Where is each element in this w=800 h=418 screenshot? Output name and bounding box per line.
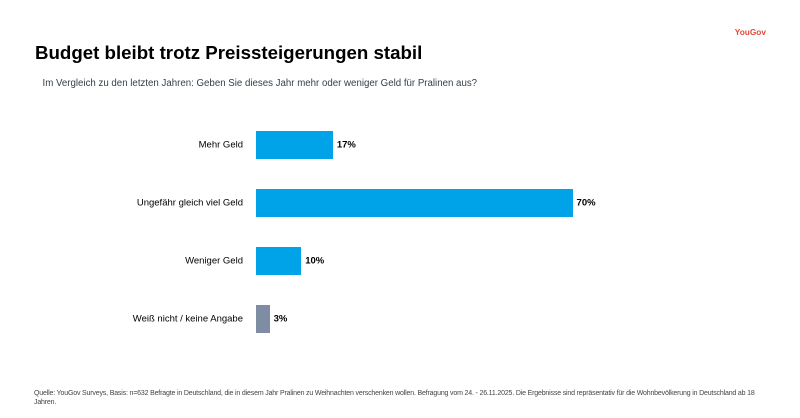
value-label: 10% [305, 255, 325, 267]
category-label: Mehr Geld [198, 139, 243, 150]
chart-row: Mehr Geld 17% [0, 130, 800, 159]
bar-2 [256, 188, 573, 218]
chart-title: Budget bleibt trotz Preissteigerungen st… [35, 42, 423, 64]
source-note: Quelle: YouGov Surveys, Basis: n=632 Bef… [34, 389, 755, 406]
value-label: 17% [336, 139, 356, 150]
chart-row: Weniger Geld 10% [0, 246, 800, 276]
chart-subtitle: Im Vergleich zu den letzten Jahren: Gebe… [42, 78, 478, 89]
value-label: 70% [576, 197, 596, 209]
category-label: Weiß nicht / keine Angabe [132, 313, 243, 325]
bar-1 [256, 130, 333, 159]
category-label: Weniger Geld [185, 255, 243, 267]
yougov-logo: YouGov [734, 27, 766, 38]
value-label: 3% [273, 313, 288, 325]
chart-row: Ungefähr gleich viel Geld 70% [0, 188, 800, 218]
chart-row: Weiß nicht / keine Angabe 3% [0, 304, 800, 334]
category-label: Ungefähr gleich viel Geld [136, 197, 243, 209]
bar-4 [256, 304, 270, 334]
bar-3 [256, 246, 302, 276]
